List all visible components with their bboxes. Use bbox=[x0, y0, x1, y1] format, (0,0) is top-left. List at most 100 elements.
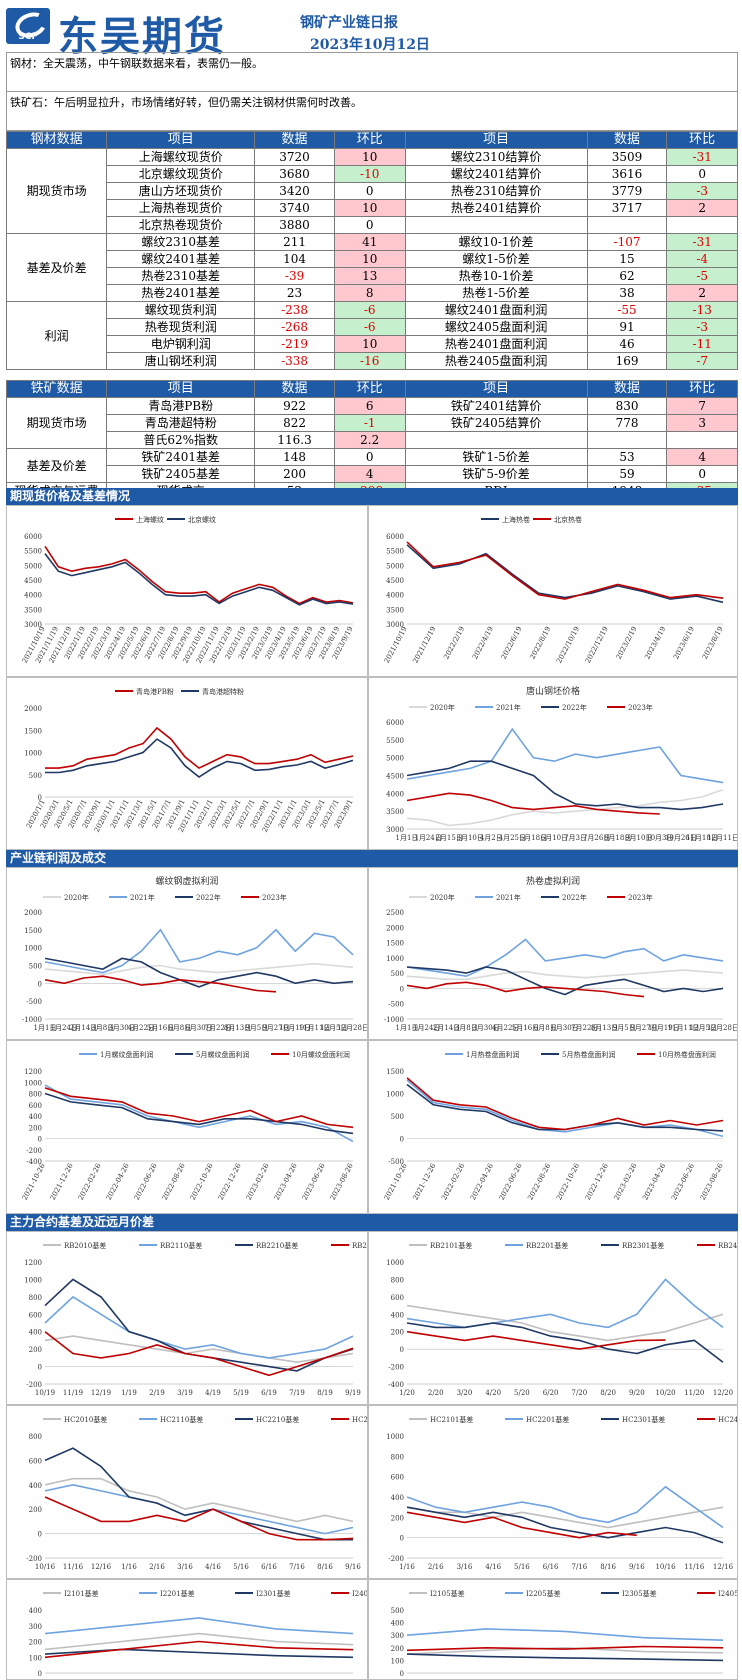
table-header-cell: 数据 bbox=[254, 131, 335, 149]
x-tick-label: 2023-08-26 bbox=[329, 1162, 355, 1202]
x-tick-label: 9月5日 bbox=[245, 1024, 268, 1032]
series-line-3 bbox=[44, 1087, 354, 1129]
series-line-2 bbox=[44, 553, 354, 606]
x-tick-label: 4月22日 bbox=[492, 1024, 519, 1032]
x-tick-label: 3/16 bbox=[457, 1563, 473, 1571]
y-tick-label: 0 bbox=[38, 980, 42, 988]
legend-label: I2101基差 bbox=[64, 1589, 99, 1598]
x-tick-label: 6月8日 bbox=[168, 1024, 191, 1032]
x-tick-label: 6/16 bbox=[261, 1563, 277, 1571]
legend-label: 2021年 bbox=[130, 893, 155, 902]
y-tick-label: 600 bbox=[29, 1457, 42, 1465]
y-tick-label: 400 bbox=[391, 1620, 404, 1628]
legend-label: 2020年 bbox=[430, 893, 455, 902]
legend-label: I2201基差 bbox=[160, 1589, 195, 1598]
item-name: 热卷2405盘面利润 bbox=[404, 352, 588, 370]
y-tick-label: 0 bbox=[38, 1364, 42, 1372]
x-tick-label: 10/19 bbox=[35, 1389, 55, 1397]
y-tick-label: 5000 bbox=[386, 562, 404, 570]
y-tick-label: 3000 bbox=[24, 621, 42, 629]
x-tick-label: 2023/4/19 bbox=[643, 625, 667, 660]
y-tick-label: 6000 bbox=[24, 533, 42, 541]
x-tick-label: 11月11日 bbox=[299, 1024, 331, 1032]
chart-svg: 上海螺纹 北京螺纹30003500400045005000550060002021… bbox=[21, 515, 355, 665]
ore-commentary: 铁矿石：午后明显拉升，市场情绪好转，但仍需关注钢材供需何时改善。 bbox=[6, 91, 738, 131]
series-line-1 bbox=[44, 962, 354, 976]
x-tick-label: 2023-06-26 bbox=[670, 1162, 696, 1202]
item-name: 螺纹2405盘面利润 bbox=[404, 318, 588, 336]
y-tick-label: -200 bbox=[388, 1555, 404, 1563]
y-tick-label: -500 bbox=[26, 998, 42, 1006]
chart-title: 唐山钢坯价格 bbox=[526, 685, 580, 697]
x-tick-label: 2/16 bbox=[149, 1563, 165, 1571]
legend-label: RB2401基差 bbox=[718, 1241, 737, 1250]
y-tick-label: 4500 bbox=[24, 577, 42, 585]
series-line-3 bbox=[406, 1653, 724, 1662]
y-tick-label: 4000 bbox=[386, 790, 404, 798]
x-tick-label: 8月13日 bbox=[591, 1024, 618, 1032]
legend-label: HC2110基差 bbox=[160, 1415, 203, 1424]
x-tick-label: 10/16 bbox=[35, 1563, 56, 1571]
item-value: 148 bbox=[254, 448, 335, 466]
x-tick-label: 2021-10-26 bbox=[21, 1162, 47, 1202]
y-tick-label: 2000 bbox=[24, 705, 42, 713]
item-value: 3717 bbox=[586, 199, 668, 217]
y-tick-label: -200 bbox=[26, 1147, 42, 1155]
series-line-2 bbox=[45, 738, 354, 778]
x-tick-label: 2023/2/19 bbox=[615, 625, 639, 660]
x-tick-label: 4月2日 bbox=[480, 834, 503, 842]
item-change: 0 bbox=[333, 448, 406, 466]
y-tick-label: 300 bbox=[391, 1632, 404, 1640]
y-tick-label: 200 bbox=[391, 1645, 404, 1653]
chart-svg: HC2101基差 HC2201基差 HC2301基差 HC2401基差 -200 0 200… bbox=[386, 1415, 737, 1571]
item-value: -107 bbox=[586, 233, 668, 251]
table-row: 螺纹2401基差 104 10 螺纹1-5价差 15 -4 bbox=[7, 250, 738, 268]
table-header-cell: 铁矿数据 bbox=[5, 380, 108, 398]
y-tick-label: 800 bbox=[391, 1453, 404, 1461]
y-tick-label: 0 bbox=[400, 985, 404, 993]
y-tick-label: 400 bbox=[29, 1482, 42, 1490]
x-tick-label: 3/20 bbox=[457, 1389, 473, 1397]
x-tick-label: 4/19 bbox=[205, 1389, 221, 1397]
item-change: -7 bbox=[666, 352, 738, 370]
x-tick-label: 3月30日 bbox=[472, 1024, 499, 1032]
series-line-4 bbox=[44, 1496, 354, 1541]
y-tick-label: 200 bbox=[29, 1639, 42, 1647]
x-tick-label: 2022-04-26 bbox=[105, 1162, 131, 1202]
y-tick-label: 1000 bbox=[24, 1276, 42, 1284]
chart-svg: 1月热卷盘面利润 5月热卷盘面利润 10月热卷盘面利润 -500 0 500 1000 150… bbox=[383, 1050, 725, 1202]
item-change: 10 bbox=[333, 148, 406, 166]
legend-label: RB2301基差 bbox=[622, 1241, 664, 1250]
x-tick-label: 8/16 bbox=[600, 1563, 616, 1571]
item-change: -10 bbox=[333, 165, 406, 183]
item-change: 3 bbox=[666, 414, 738, 432]
item-change: -3 bbox=[666, 182, 738, 200]
item-change: -6 bbox=[333, 318, 406, 336]
item-value: -338 bbox=[254, 352, 335, 370]
x-tick-label: 9月27日 bbox=[262, 1024, 289, 1032]
item-name: 铁矿2405基差 bbox=[106, 465, 256, 483]
x-tick-label: 2023-02-26 bbox=[245, 1162, 271, 1202]
y-tick-label: 600 bbox=[391, 1474, 404, 1482]
y-tick-label: 2500 bbox=[386, 909, 404, 917]
group-label: 利润 bbox=[5, 301, 108, 370]
x-tick-label: 1/16 bbox=[121, 1563, 137, 1571]
x-tick-label: 11月18日 bbox=[686, 834, 718, 842]
x-tick-label: 6月8日 bbox=[534, 1024, 557, 1032]
y-tick-label: 600 bbox=[29, 1311, 42, 1319]
chart-title: 热卷虚拟利润 bbox=[526, 875, 580, 887]
group-label: 基差及价差 bbox=[5, 448, 108, 483]
y-tick-label: 6000 bbox=[386, 533, 404, 541]
x-tick-label: 2022-02-26 bbox=[440, 1162, 466, 1202]
series-line-1 bbox=[406, 789, 724, 827]
chart-hrc-profit: 热卷虚拟利润 2020年 2021年 2022年 2023年 -1000 -500 0 500 1… bbox=[368, 867, 738, 1040]
item-change: 10 bbox=[333, 335, 406, 353]
x-tick-label: 11/16 bbox=[63, 1563, 84, 1571]
item-name: 螺纹10-1价差 bbox=[404, 233, 588, 251]
x-tick-label: 12月11日 bbox=[707, 834, 737, 842]
x-tick-label: 11/16 bbox=[684, 1563, 705, 1571]
item-value: 200 bbox=[254, 465, 335, 483]
y-tick-label: 100 bbox=[29, 1654, 42, 1662]
x-tick-label: 10/16 bbox=[655, 1563, 676, 1571]
